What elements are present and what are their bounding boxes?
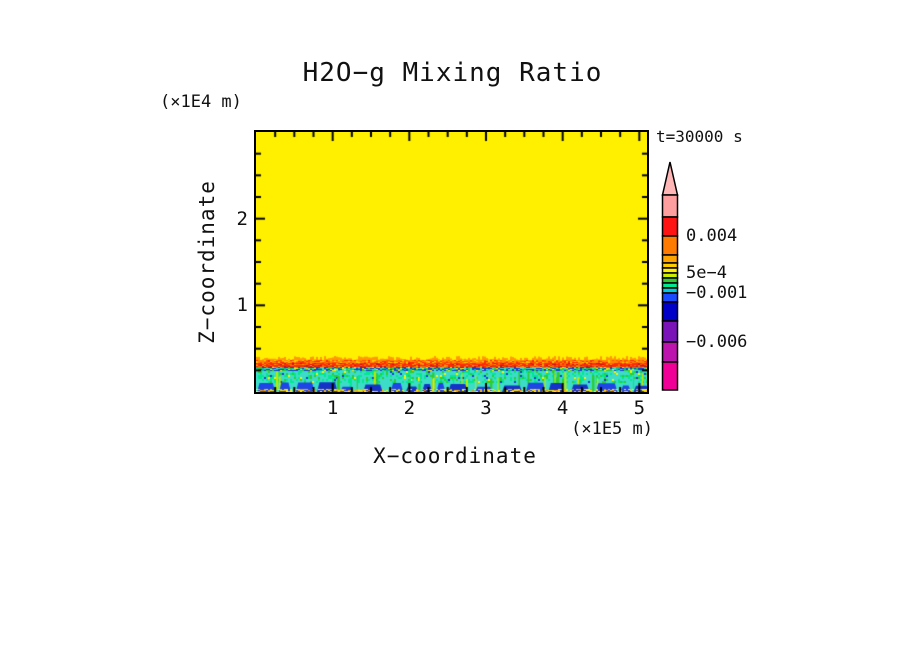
colorbar-segment bbox=[661, 320, 679, 343]
colorbar bbox=[661, 161, 679, 391]
x-tick-label-1: 1 bbox=[326, 397, 339, 419]
colorbar-segment bbox=[661, 301, 679, 322]
chart-title: H2O−g Mixing Ratio bbox=[302, 58, 603, 88]
x-tick-label-4: 4 bbox=[556, 397, 569, 419]
x-tick-label-3: 3 bbox=[480, 397, 492, 419]
colorbar-label: −0.001 bbox=[686, 283, 748, 303]
colorbar-arrow-tip bbox=[661, 161, 679, 196]
colorbar-segment bbox=[661, 341, 679, 363]
colorbar-label: 0.004 bbox=[686, 226, 738, 246]
z-axis-title: Z−coordinate bbox=[195, 180, 219, 344]
z-tick-label-2: 2 bbox=[236, 207, 248, 230]
z-axis-unit-label: (×1E4 m) bbox=[160, 92, 242, 112]
colorbar-segment bbox=[661, 216, 679, 237]
z-tick-label-1: 1 bbox=[236, 294, 248, 317]
colorbar-label: 5e−4 bbox=[686, 263, 727, 283]
x-axis-title: X−coordinate bbox=[373, 444, 537, 468]
x-tick-label-5: 5 bbox=[633, 397, 646, 419]
colorbar-segment bbox=[661, 235, 679, 256]
colorbar-label: −0.006 bbox=[686, 332, 748, 352]
colorbar-segment bbox=[661, 254, 679, 264]
time-annotation: t=30000 s bbox=[656, 127, 743, 146]
colorbar-segment bbox=[661, 361, 679, 391]
plot-frame bbox=[254, 130, 649, 394]
colorbar-segment bbox=[661, 194, 679, 218]
colorbar-segment bbox=[661, 292, 679, 303]
heatmap-plot-area bbox=[256, 132, 647, 392]
x-tick-label-2: 2 bbox=[403, 397, 416, 419]
x-axis-unit-label: (×1E5 m) bbox=[571, 419, 653, 439]
